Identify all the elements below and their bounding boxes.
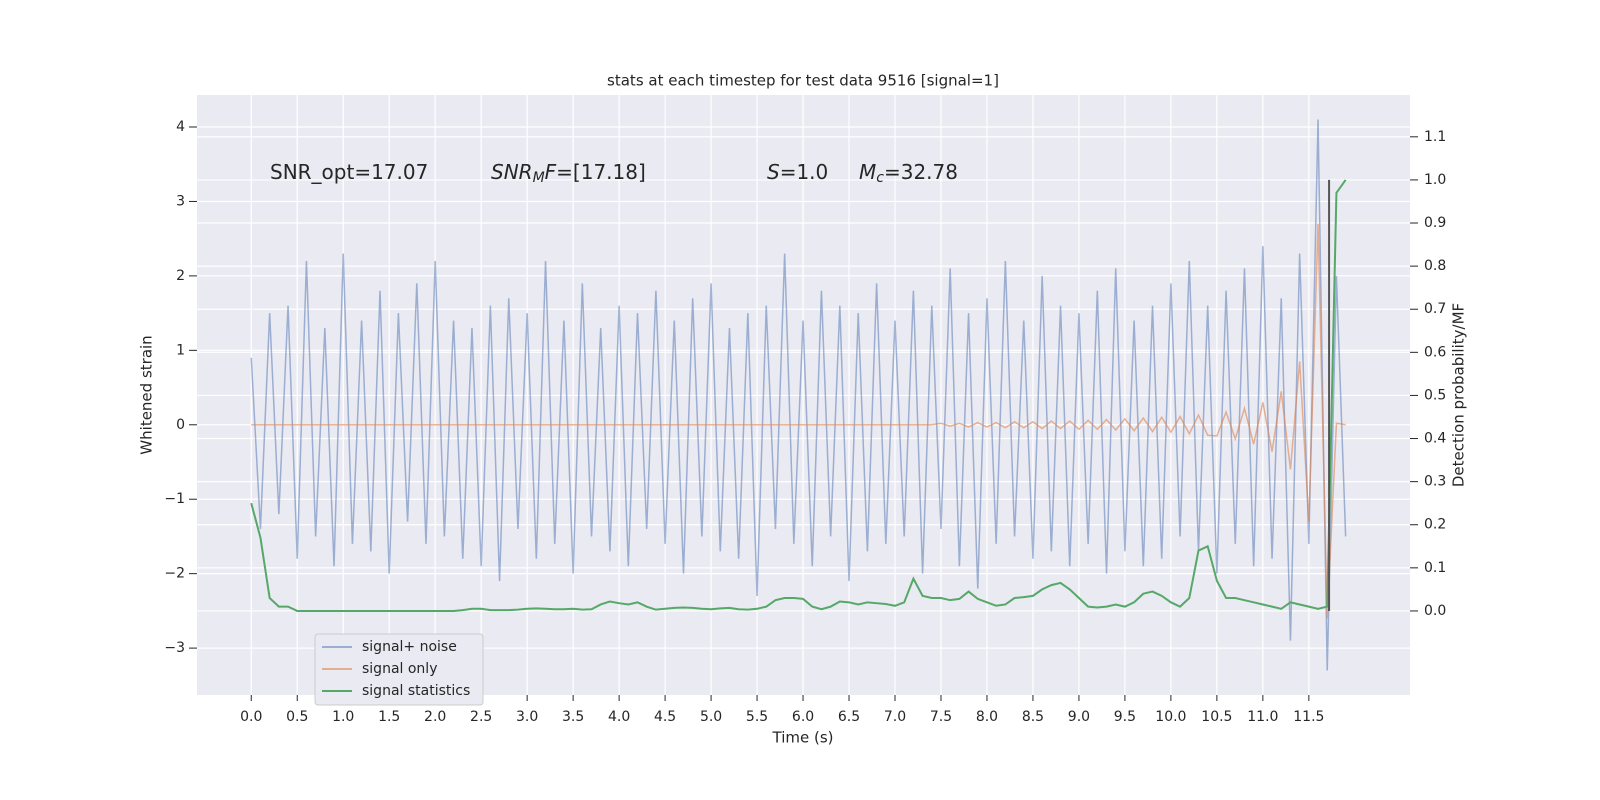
annotation-part: =1.0: [780, 160, 829, 184]
x-tick-label: 6.5: [838, 709, 860, 725]
y-tick-label: 2: [176, 268, 185, 284]
series-line: [251, 223, 1346, 619]
y2-tick-label: 0.9: [1424, 215, 1446, 231]
annotation-part: SNR_opt=17.07: [270, 160, 428, 184]
x-tick-label: 11.0: [1247, 709, 1278, 725]
series-line: [250, 119, 1347, 671]
x-tick-label: 9.5: [1114, 709, 1136, 725]
y2-tick-label: 0.1: [1424, 560, 1446, 576]
chart-title: stats at each timestep for test data 951…: [607, 72, 999, 90]
x-tick-label: 5.0: [700, 709, 722, 725]
y2-tick-label: 0.6: [1424, 344, 1446, 360]
x-tick-label: 3.5: [562, 709, 584, 725]
y-tick-label: −1: [164, 491, 185, 507]
x-tick-label: 0.5: [286, 709, 308, 725]
y-tick-label: 3: [176, 193, 185, 209]
x-tick-label: 8.0: [976, 709, 998, 725]
x-tick-label: 3.0: [516, 709, 538, 725]
x-tick-label: 1.5: [378, 709, 400, 725]
annotation-part: =32.78: [884, 160, 958, 184]
y-tick-label: 0: [176, 417, 185, 433]
x-tick-label: 8.5: [1022, 709, 1044, 725]
x-tick-label: 2.0: [424, 709, 446, 725]
annotation-part: c: [876, 170, 884, 186]
x-axis-label: Time (s): [772, 729, 834, 747]
x-tick-label: 4.0: [608, 709, 630, 725]
annotation-part: SNR: [491, 160, 533, 184]
x-tick-label: 11.5: [1293, 709, 1324, 725]
annotation: SNRMF=[17.18]: [491, 160, 646, 187]
y2-tick-label: 0.0: [1424, 603, 1446, 619]
y2-tick-label: 0.3: [1424, 474, 1446, 490]
legend-box: [314, 633, 484, 706]
x-tick-label: 0.0: [240, 709, 262, 725]
annotation: Mc=32.78: [859, 160, 958, 187]
x-tick-label: 6.0: [792, 709, 814, 725]
y2-axis-label: Detection probability/MF: [1450, 303, 1468, 487]
y-tick-label: 4: [176, 119, 185, 135]
annotation-part: M: [859, 160, 876, 184]
x-tick-label: 7.5: [930, 709, 952, 725]
x-tick-label: 7.0: [884, 709, 906, 725]
x-tick-label: 4.5: [654, 709, 676, 725]
legend-label: signal statistics: [362, 683, 470, 699]
y2-tick-label: 1.1: [1424, 129, 1446, 145]
y2-tick-label: 1.0: [1424, 172, 1446, 188]
x-tick-label: 1.0: [332, 709, 354, 725]
legend-label: signal only: [362, 661, 437, 677]
annotation: SNR_opt=17.07: [270, 160, 428, 184]
y-tick-label: 1: [176, 342, 185, 358]
y2-tick-label: 0.8: [1424, 258, 1446, 274]
y2-tick-label: 0.5: [1424, 387, 1446, 403]
y-tick-label: −2: [164, 566, 185, 582]
annotation-part: S: [767, 160, 780, 184]
y2-tick-label: 0.4: [1424, 431, 1446, 447]
annotation-part: =[17.18]: [556, 160, 646, 184]
x-tick-label: 10.5: [1201, 709, 1232, 725]
annotation-part: M: [533, 170, 545, 186]
y2-tick-label: 0.2: [1424, 517, 1446, 533]
series-line: [250, 179, 1347, 612]
y-axis-label: Whitened strain: [138, 335, 156, 454]
x-tick-label: 5.5: [746, 709, 768, 725]
y-tick-label: −3: [164, 640, 185, 656]
x-tick-label: 9.0: [1068, 709, 1090, 725]
legend-label: signal+ noise: [362, 639, 457, 655]
x-tick-label: 10.0: [1155, 709, 1186, 725]
x-tick-label: 2.5: [470, 709, 492, 725]
annotation-part: F: [545, 160, 557, 184]
y2-tick-label: 0.7: [1424, 301, 1446, 317]
annotation: S=1.0: [767, 160, 828, 184]
